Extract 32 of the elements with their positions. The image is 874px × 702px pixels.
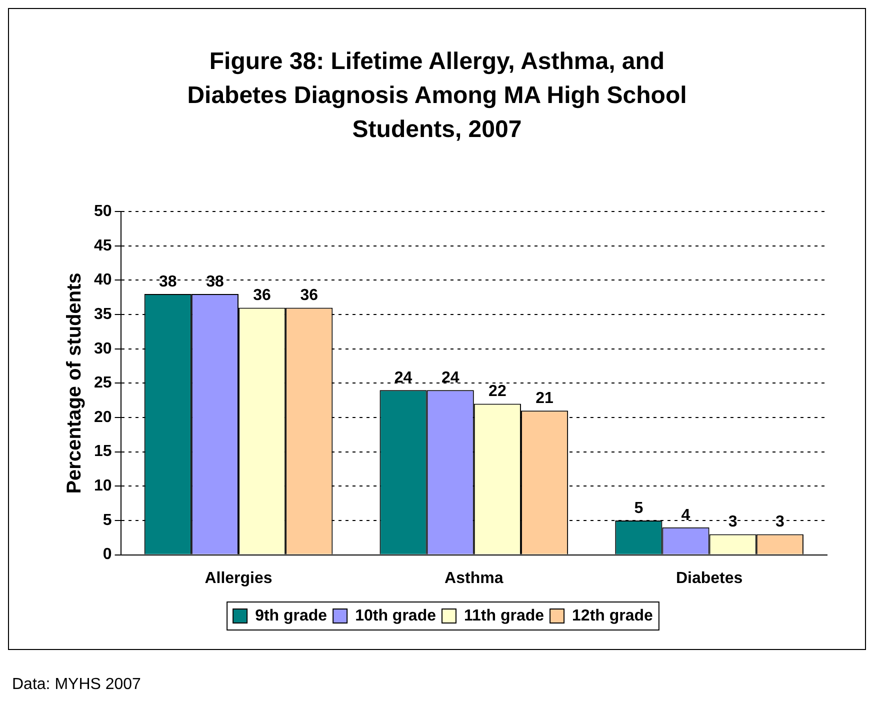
legend-label: 11th grade xyxy=(464,607,544,624)
data-label: 38 xyxy=(158,273,177,290)
data-label: 22 xyxy=(488,383,506,400)
data-label: 36 xyxy=(300,287,318,304)
legend-label: 10th grade xyxy=(355,607,436,624)
y-tick-label: 30 xyxy=(94,340,112,358)
legend-label: 12th grade xyxy=(572,607,654,624)
y-tick-label: 25 xyxy=(94,374,112,392)
chart-title: Figure 38: Lifetime Allergy, Asthma, and Diabetes Diagnosis Among MA High School Students, 2007 xyxy=(186,47,688,145)
data-label: 4 xyxy=(681,506,690,524)
data-label: 3 xyxy=(728,514,738,531)
y-tick-label: 10 xyxy=(94,478,112,495)
data-label: 38 xyxy=(206,273,224,290)
y-tick-label: 45 xyxy=(94,237,112,254)
x-tick-label: Diabetes xyxy=(676,570,743,587)
y-tick-label: 35 xyxy=(94,306,112,323)
data-label: 24 xyxy=(441,369,460,386)
data-label: 21 xyxy=(536,390,554,408)
y-tick-label: 0 xyxy=(102,546,112,564)
x-tick-label: Asthma xyxy=(444,570,504,587)
y-tick-label: 40 xyxy=(94,272,112,289)
y-tick-label: 5 xyxy=(102,512,112,529)
y-axis-title: Percentage of students xyxy=(64,272,86,494)
data-label: 24 xyxy=(394,369,412,386)
text: Data: MYHS 2007 xyxy=(12,676,141,694)
data-label: 36 xyxy=(253,287,272,304)
legend-label: 9th grade xyxy=(255,607,328,624)
x-tick-label: Allergies xyxy=(204,570,272,587)
data-label: 5 xyxy=(634,500,644,517)
y-tick-label: 20 xyxy=(94,408,112,426)
y-tick-label: 15 xyxy=(94,443,112,460)
y-tick-label: 50 xyxy=(94,203,112,220)
